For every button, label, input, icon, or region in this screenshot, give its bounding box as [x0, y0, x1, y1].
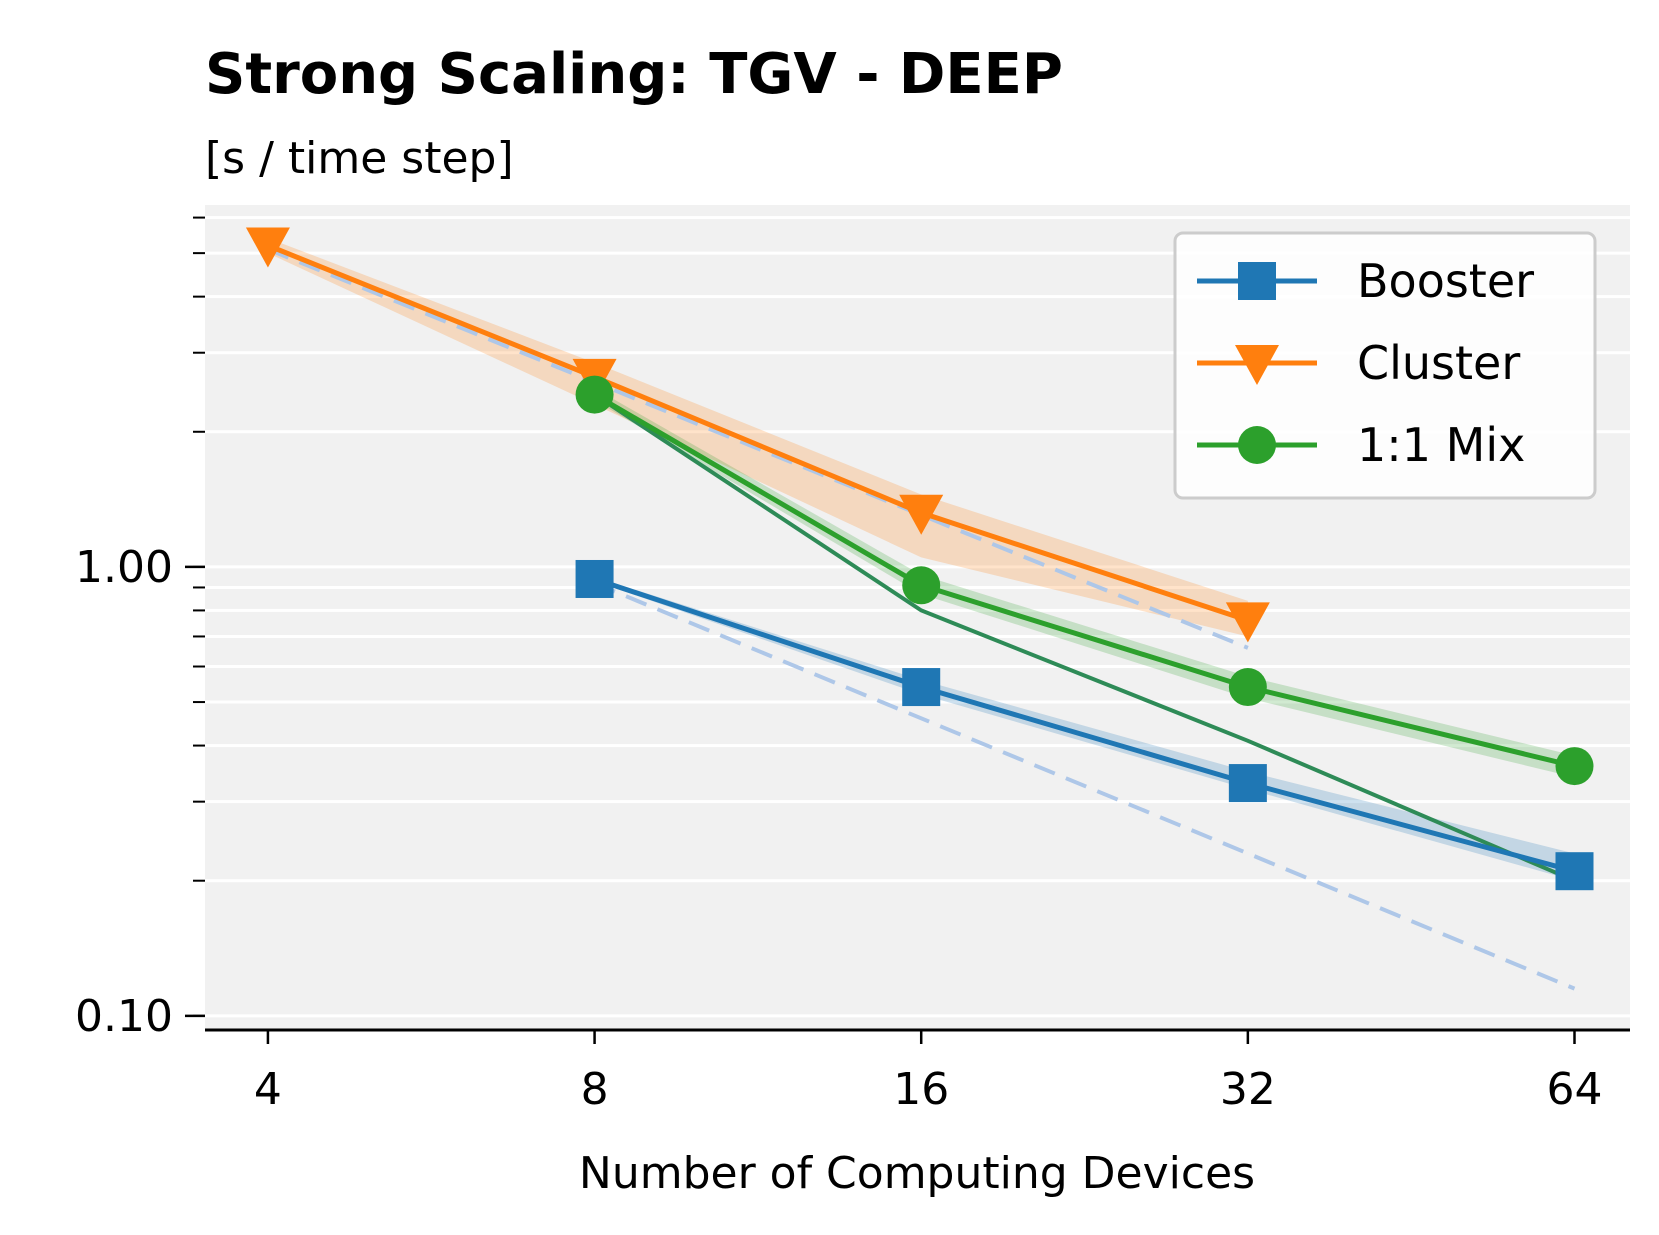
reference-lines	[267, 247, 1576, 991]
band-cluster	[267, 238, 1248, 637]
data-point-1-1-mix	[575, 375, 614, 414]
legend-label-booster: Booster	[1357, 254, 1534, 308]
legend-marker-1-1-mix	[1238, 426, 1276, 464]
data-point-cluster	[1225, 602, 1270, 643]
x-tick-label: 32	[1220, 1064, 1276, 1115]
data-point-1-1-mix	[902, 566, 941, 605]
x-tick-label: 16	[893, 1064, 949, 1115]
series-line-cluster	[266, 243, 1249, 623]
x-tick-label: 8	[581, 1064, 609, 1115]
data-point-booster	[575, 559, 614, 598]
legend: Booster Cluster 1:1 Mix	[1173, 231, 1597, 500]
legend-label-1-1-mix: 1:1 Mix	[1357, 418, 1525, 472]
data-point-booster	[1228, 764, 1267, 803]
legend-marker-cluster	[1235, 345, 1279, 385]
series-line-booster	[593, 576, 1576, 874]
ideal-scaling-line	[267, 247, 1249, 650]
series-line-1-1-mix	[593, 392, 1576, 769]
axes: 4 8 16 32 64 0.10 1.00	[75, 216, 1630, 1115]
y-tick-label: 1.00	[75, 542, 173, 593]
band-1-1-mix	[594, 388, 1575, 778]
y-tick-label: 0.10	[75, 991, 173, 1042]
chart-subtitle: [s / time step]	[205, 133, 514, 184]
legend-marker-booster	[1238, 262, 1276, 300]
x-tick-label: 64	[1546, 1064, 1602, 1115]
data-point-1-1-mix	[1228, 668, 1267, 707]
data-point-booster	[902, 668, 941, 707]
series-lines	[245, 227, 1594, 891]
x-axis-label: Number of Computing Devices	[579, 1148, 1255, 1199]
legend-label-cluster: Cluster	[1357, 336, 1520, 390]
ideal-scaling-line	[593, 581, 1576, 991]
x-tick-label: 4	[254, 1064, 282, 1115]
data-point-cluster	[245, 227, 290, 268]
model-line	[593, 392, 1576, 883]
data-point-cluster	[899, 494, 944, 535]
data-point-booster	[1555, 852, 1594, 891]
data-point-1-1-mix	[1555, 747, 1594, 786]
legend-box	[1173, 231, 1597, 500]
chart-title: Strong Scaling: TGV - DEEP	[205, 42, 1063, 107]
